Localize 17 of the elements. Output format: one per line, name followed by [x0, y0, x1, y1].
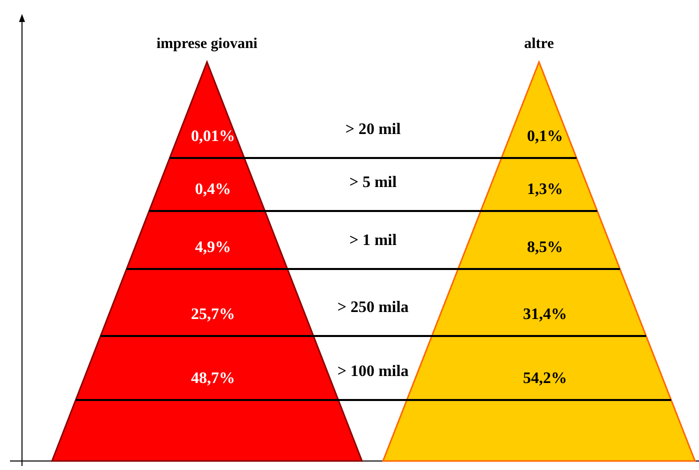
- data-label: 48,7%: [191, 370, 235, 387]
- data-label: 4,9%: [195, 239, 231, 256]
- category-label: > 1 mil: [349, 232, 398, 249]
- series-label: altre: [524, 36, 554, 52]
- data-label: 31,4%: [523, 306, 567, 323]
- category-label: > 5 mil: [349, 174, 398, 191]
- series-label: imprese giovani: [156, 36, 258, 52]
- data-label: 8,5%: [527, 239, 563, 256]
- data-label: 25,7%: [191, 306, 235, 323]
- data-label: 54,2%: [523, 370, 567, 387]
- data-label: 0,4%: [195, 181, 231, 198]
- category-label: > 20 mil: [345, 121, 402, 138]
- category-label: > 250 mila: [337, 299, 409, 316]
- category-label: > 100 mila: [337, 363, 409, 380]
- data-label: 1,3%: [527, 181, 563, 198]
- data-label: 0,1%: [527, 128, 563, 145]
- data-label: 0,01%: [191, 128, 235, 145]
